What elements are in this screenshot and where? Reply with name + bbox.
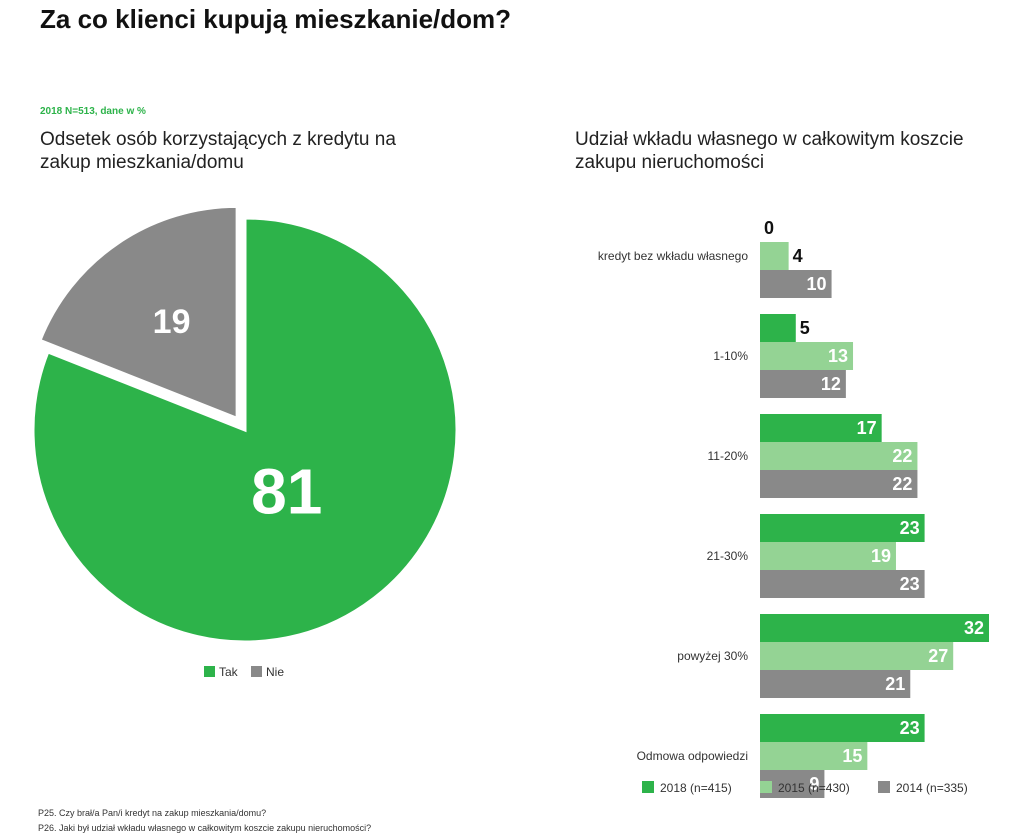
bar-value-label: 23	[900, 718, 920, 738]
bar-2015-n-430-11-20	[760, 442, 918, 470]
bar-value-label: 22	[892, 474, 912, 494]
bar-value-label: 23	[900, 518, 920, 538]
bar-value-label: 22	[892, 446, 912, 466]
bar-value-label: 10	[807, 274, 827, 294]
bar-2014-n-335-kredyt-bez-wk-adu-w-asnego	[760, 270, 832, 298]
bar-2014-n-335-1-10	[760, 370, 846, 398]
bar-2014-n-335-11-20	[760, 470, 918, 498]
footnote-p26: P26. Jaki był udział wkładu własnego w c…	[38, 823, 372, 833]
pie-legend-label-tak: Tak	[219, 665, 239, 679]
bar-legend-swatch-2018-n-415	[642, 781, 654, 793]
bar-value-label: 4	[793, 246, 803, 266]
bar-2015-n-430-powy-ej-30	[760, 642, 954, 670]
pie-legend-label-nie: Nie	[266, 665, 284, 679]
bar-value-label: 13	[828, 346, 848, 366]
bar-value-label: 27	[928, 646, 948, 666]
footnote-p25: P25. Czy brał/a Pan/i kredyt na zakup mi…	[38, 808, 267, 818]
bar-value-label: 0	[764, 218, 774, 238]
bar-value-label: 21	[885, 674, 905, 694]
bar-category-label-21-30: 21-30%	[707, 549, 749, 563]
pie-slice-nie	[38, 204, 239, 421]
bar-value-label: 17	[857, 418, 877, 438]
bar-2015-n-430-1-10	[760, 342, 854, 370]
bar-category-label-11-20: 11-20%	[708, 449, 749, 463]
pie-value-label-tak: 81	[251, 455, 322, 527]
bar-legend-label-2018-n-415: 2018 (n=415)	[660, 781, 732, 795]
bar-2018-n-415-powy-ej-30	[760, 614, 989, 642]
bar-chart-title: Udział wkładu własnego w całkowitym kosz…	[575, 129, 964, 173]
bar-legend-swatch-2014-n-335	[878, 781, 890, 793]
bar-category-label-odmowa-odpowiedzi: Odmowa odpowiedzi	[637, 749, 748, 763]
bar-category-label-kredyt-bez-wk-adu-w-asnego: kredyt bez wkładu własnego	[598, 249, 748, 263]
bar-value-label: 15	[842, 746, 862, 766]
bar-legend-swatch-2015-n-430	[760, 781, 772, 793]
pie-legend-swatch-tak	[204, 666, 215, 677]
pie-legend-swatch-nie	[251, 666, 262, 677]
sample-note: 2018 N=513, dane w %	[40, 106, 146, 117]
bar-2014-n-335-21-30	[760, 570, 925, 598]
bar-category-label-1-10: 1-10%	[713, 349, 748, 363]
bar-value-label: 19	[871, 546, 891, 566]
bar-2018-n-415-1-10	[760, 314, 796, 342]
bar-legend-label-2014-n-335: 2014 (n=335)	[896, 781, 968, 795]
bar-legend-label-2015-n-430: 2015 (n=430)	[778, 781, 850, 795]
bar-value-label: 23	[900, 574, 920, 594]
bar-2014-n-335-powy-ej-30	[760, 670, 911, 698]
bar-value-label: 9	[809, 774, 819, 794]
bar-category-label-powy-ej-30: powyżej 30%	[677, 649, 748, 663]
bar-2018-n-415-21-30	[760, 514, 925, 542]
pie-value-label-nie: 19	[153, 303, 191, 341]
bar-2015-n-430-21-30	[760, 542, 896, 570]
pie-chart-title: Odsetek osób korzystających z kredytu na…	[40, 129, 396, 173]
bar-2015-n-430-kredyt-bez-wk-adu-w-asnego	[760, 242, 789, 270]
page-title: Za co klienci kupują mieszkanie/dom?	[40, 4, 512, 34]
bar-2018-n-415-11-20	[760, 414, 882, 442]
bar-value-label: 12	[821, 374, 841, 394]
pie-slice-tak	[31, 216, 459, 644]
bar-value-label: 5	[800, 318, 810, 338]
bar-2018-n-415-odmowa-odpowiedzi	[760, 714, 925, 742]
bar-2015-n-430-odmowa-odpowiedzi	[760, 742, 868, 770]
bar-value-label: 32	[964, 618, 984, 638]
